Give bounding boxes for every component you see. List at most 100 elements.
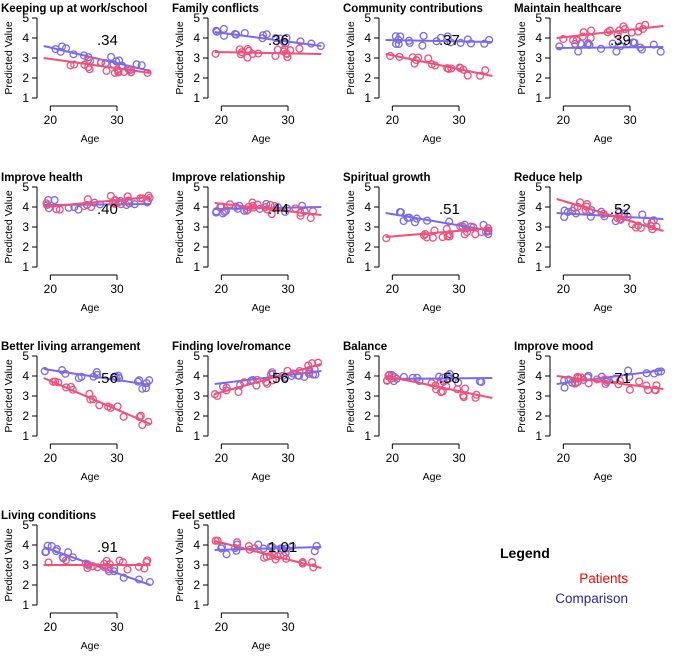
y-tick-label: 4 [535,369,542,383]
y-tick-label: 2 [22,71,29,85]
data-point-patients [462,227,471,237]
y-tick-label: 3 [193,558,200,572]
panel-annotation: .40 [97,201,118,218]
legend: Legend Patients Comparison [500,545,628,606]
y-axis-label: Predicted Value [174,359,186,433]
y-tick-label: 4 [364,31,371,45]
x-axis-label: Age [423,302,442,314]
y-axis-label: Predicted Value [3,21,15,95]
y-tick-label: 2 [364,240,371,254]
panel-title: Balance [343,341,387,353]
x-tick-label: 30 [452,282,466,296]
data-point-patients [635,377,644,386]
y-tick-label: 2 [193,71,200,85]
x-axis-label: Age [594,133,613,145]
data-point-comparison [61,369,70,378]
y-tick-label: 3 [535,220,542,234]
x-tick-label: 30 [110,451,124,465]
y-tick-label: 3 [193,220,200,234]
panel: Reduce help 1 2 3 4 5 Predicted Value 20 30 Age .5… [514,172,664,314]
y-axis-label: Predicted Value [516,190,528,264]
x-axis-label: Age [252,471,271,483]
x-tick-label: 20 [386,282,400,296]
panel: Improve relationship 1 2 3 4 5 Predicted Value… [172,172,322,314]
x-tick-label: 30 [110,282,124,296]
panel-title: Reduce help [514,172,582,184]
y-tick-label: 5 [535,11,542,25]
y-tick-label: 4 [535,200,542,214]
data-point-patients [601,379,610,388]
trend-line-patients [43,377,151,425]
data-point-patients [419,231,429,240]
panel-title: Improve relationship [172,172,285,184]
data-point-patients [236,50,245,59]
data-point-comparison [480,39,489,48]
data-point-patients [81,559,90,568]
x-axis-label: Age [81,133,100,145]
y-tick-label: 5 [193,180,200,194]
y-tick-label: 1 [535,429,542,443]
panel-annotation: .91 [97,539,118,556]
data-point-patients [605,26,614,35]
data-point-patients [211,49,220,58]
x-axis-label: Age [252,640,271,652]
y-tick-label: 4 [22,538,29,552]
data-point-comparison [222,550,231,559]
data-point-patients [85,65,94,74]
trend-line-comparison [214,31,322,47]
y-tick-label: 1 [364,260,371,274]
y-tick-label: 4 [364,369,371,383]
data-point-comparison [418,41,427,50]
data-point-comparison [56,47,65,56]
data-point-patients [463,71,472,80]
panel: Balance 1 2 3 4 5 Predicted Value 20 30 Age .58 [343,341,493,483]
y-tick-label: 5 [364,349,371,363]
data-point-comparison [266,542,275,551]
x-tick-label: 20 [215,113,229,127]
y-tick-label: 4 [193,200,200,214]
trend-line-comparison [214,546,322,551]
panel-annotation: .44 [268,201,289,218]
y-tick-label: 1 [22,91,29,105]
y-tick-label: 3 [22,51,29,65]
trend-line-patients [556,198,664,232]
data-point-comparison [312,541,321,550]
y-tick-label: 3 [22,558,29,572]
y-tick-label: 2 [535,71,542,85]
data-point-comparison [419,31,428,40]
legend-item-comparison: Comparison [555,591,628,606]
data-point-patients [88,395,98,404]
panel-title: Family conflicts [172,3,259,15]
x-tick-label: 30 [452,451,466,465]
panel: Family conflicts 1 2 3 4 5 Predicted Value 20 30… [172,3,325,145]
data-point-patients [106,191,115,200]
panel: Better living arrangement 1 2 3 4 5 Predicted … [1,341,154,483]
y-tick-label: 3 [22,220,29,234]
y-tick-label: 5 [22,180,29,194]
y-tick-label: 3 [535,51,542,65]
data-point-patients [481,66,490,75]
panels-group: Keeping up at work/school 1 2 3 4 5 Predicted … [1,3,666,652]
data-point-patients [652,222,661,231]
panel-annotation: .51 [439,201,460,218]
data-point-patients [267,210,276,219]
y-tick-label: 3 [364,220,371,234]
panel-title: Feel settled [172,510,235,522]
data-point-comparison [656,47,665,56]
trend-line-patients [214,202,322,216]
x-axis-label: Age [423,471,442,483]
y-tick-label: 2 [535,240,542,254]
x-tick-label: 30 [623,282,637,296]
y-tick-label: 4 [22,369,29,383]
data-point-patients [61,556,70,565]
data-point-patients [572,36,581,45]
data-point-patients [261,203,270,212]
trend-line-comparison [43,45,151,72]
y-tick-label: 5 [193,349,200,363]
y-axis-label: Predicted Value [345,359,357,433]
data-point-patients [211,536,220,545]
data-point-patients [314,358,323,367]
y-tick-label: 3 [535,389,542,403]
data-point-patients [295,44,304,53]
y-tick-label: 4 [22,31,29,45]
